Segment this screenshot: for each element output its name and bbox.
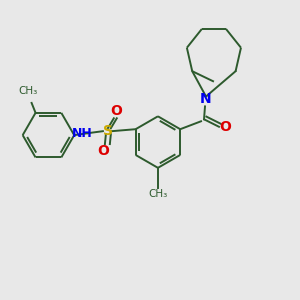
Text: O: O — [97, 144, 109, 158]
Text: N: N — [200, 92, 212, 106]
Text: O: O — [110, 104, 122, 118]
Text: O: O — [219, 120, 231, 134]
Text: CH₃: CH₃ — [148, 189, 168, 199]
Text: CH₃: CH₃ — [18, 86, 37, 96]
Text: S: S — [103, 124, 113, 138]
Text: NH: NH — [72, 127, 92, 140]
